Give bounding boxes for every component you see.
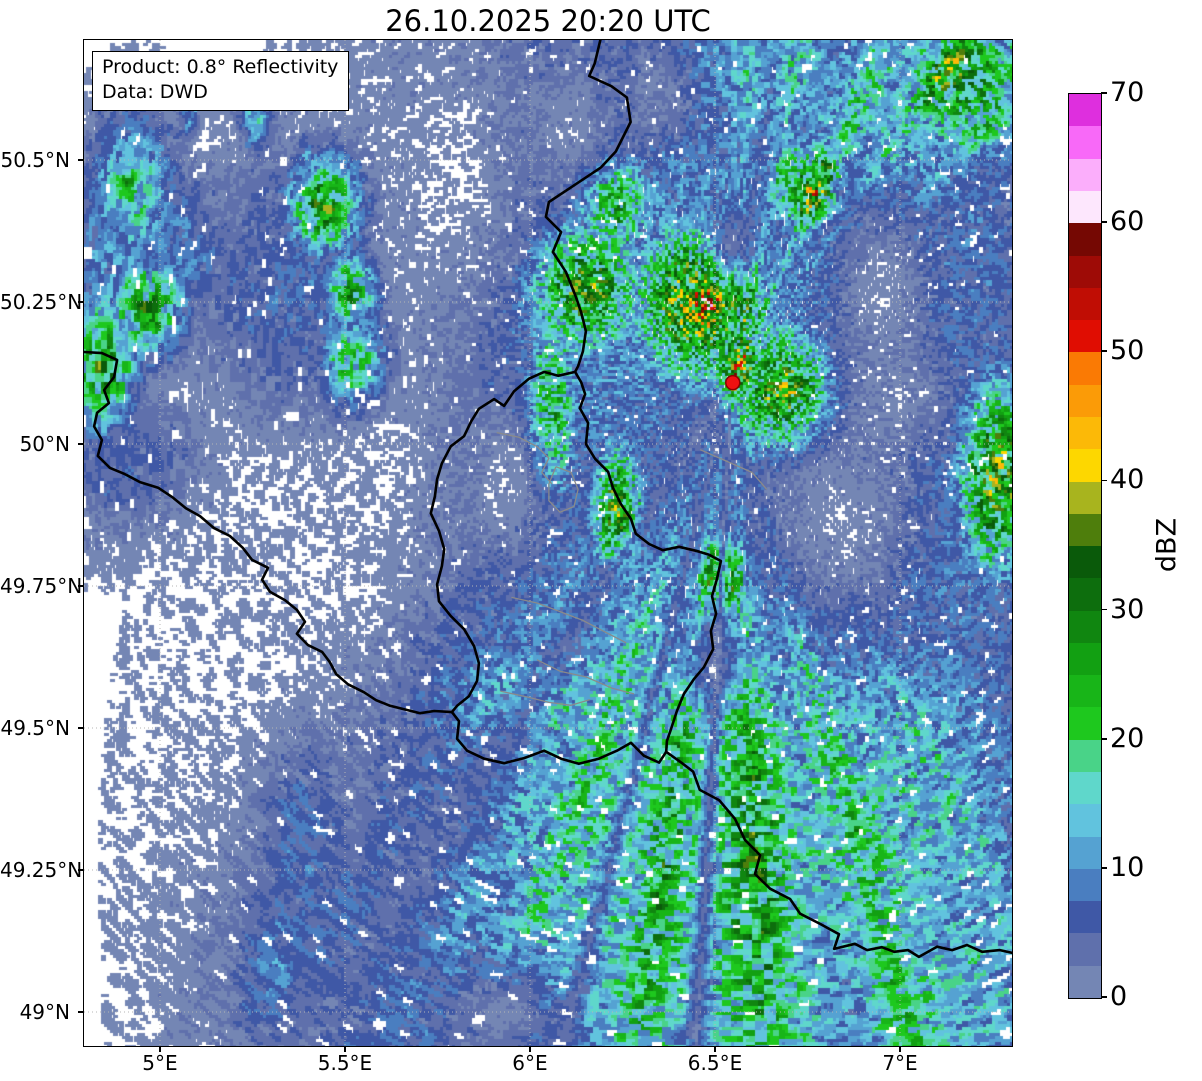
colorbar-segment [1069, 739, 1101, 773]
x-tick-label: 6.5°E [687, 1051, 743, 1075]
y-tick-mark [78, 585, 84, 587]
colorbar-tick-label: 70 [1110, 77, 1145, 108]
district-border [548, 466, 579, 513]
y-tick-label: 49.5°N [0, 715, 71, 740]
colorbar-segment [1069, 94, 1101, 127]
colorbar-segment [1069, 223, 1101, 256]
district-border [511, 596, 627, 644]
colorbar-segment [1069, 933, 1101, 966]
colorbar-tick-mark [1101, 867, 1107, 869]
colorbar-segment [1069, 190, 1101, 224]
colorbar-segment [1069, 642, 1101, 676]
y-tick-mark [78, 869, 84, 871]
district-border [496, 431, 553, 485]
colorbar-segment [1069, 416, 1101, 450]
colorbar-segment [1069, 352, 1101, 385]
colorbar-segment [1069, 320, 1101, 353]
colorbar-tick-mark [1101, 479, 1107, 482]
country-border [544, 40, 632, 374]
x-tick-label: 7°E [882, 1051, 918, 1075]
colorbar-segment [1069, 513, 1101, 547]
colorbar-tick-label: 50 [1110, 335, 1145, 367]
y-tick-label: 49.25°N [0, 857, 83, 882]
district-border [699, 449, 768, 490]
x-tick-mark [159, 1046, 161, 1052]
y-tick-mark [78, 1011, 84, 1013]
colorbar-tick-label: 10 [1110, 851, 1145, 883]
colorbar-tick-mark [1101, 608, 1107, 611]
colorbar-segment [1069, 481, 1101, 514]
figure-title: 26.10.2025 20:20 UTC [385, 4, 711, 38]
colorbar-tick-mark [1101, 92, 1107, 94]
y-tick-label: 50.5°N [0, 148, 71, 172]
colorbar-tick-label: 0 [1110, 981, 1128, 1012]
colorbar-segment [1069, 772, 1101, 805]
country-border [664, 750, 1012, 959]
colorbar-tick-label: 20 [1110, 722, 1145, 754]
country-border [429, 370, 577, 714]
colorbar-tick-label: 60 [1110, 206, 1145, 238]
colorbar-segment [1069, 255, 1101, 288]
colorbar-segment [1069, 901, 1101, 934]
country-border [84, 350, 454, 715]
x-tick-mark [529, 1046, 531, 1052]
colorbar-tick-mark [1101, 350, 1107, 353]
x-tick-label: 5°E [142, 1051, 178, 1075]
colorbar-segment [1069, 578, 1101, 611]
y-tick-mark [78, 159, 84, 161]
map-overlay [84, 40, 1012, 1046]
data-source-line: Data: DWD [102, 81, 208, 103]
colorbar-segment [1069, 707, 1101, 740]
colorbar-tick-mark [1101, 737, 1107, 740]
radar-site-marker [725, 374, 741, 391]
y-tick-mark [78, 443, 84, 445]
colorbar-tick-mark [1101, 221, 1107, 223]
colorbar-segment [1069, 126, 1101, 159]
colorbar-segment [1069, 965, 1101, 998]
colorbar-tick-label: 30 [1110, 593, 1145, 625]
district-border [536, 659, 635, 695]
colorbar-segment [1069, 868, 1101, 902]
colorbar-segment [1069, 804, 1101, 837]
y-tick-mark [78, 727, 84, 729]
country-border [573, 370, 723, 754]
map-plot: Product: 0.8° Reflectivity Data: DWD [83, 39, 1013, 1047]
y-tick-label: 49.75°N [0, 573, 83, 598]
colorbar-tick-mark [1101, 996, 1107, 998]
product-line: Product: 0.8° Reflectivity [102, 56, 339, 78]
y-tick-label: 50°N [19, 432, 70, 456]
colorbar [1068, 93, 1102, 999]
colorbar-tick-label: 40 [1110, 464, 1145, 496]
colorbar-segment [1069, 158, 1101, 191]
product-info-box: Product: 0.8° Reflectivity Data: DWD [92, 51, 350, 111]
country-border [450, 710, 668, 766]
x-tick-mark [714, 1046, 716, 1052]
district-border [500, 690, 591, 706]
colorbar-segment [1069, 610, 1101, 643]
colorbar-segment [1069, 287, 1101, 321]
colorbar-label: dBZ [1151, 517, 1183, 573]
y-tick-label: 49°N [19, 999, 70, 1024]
x-tick-label: 6°E [512, 1051, 548, 1075]
colorbar-segment [1069, 836, 1101, 869]
colorbar-segment [1069, 384, 1101, 417]
y-tick-label: 50.25°N [0, 290, 83, 314]
x-tick-mark [344, 1046, 346, 1052]
x-tick-mark [899, 1046, 901, 1052]
x-tick-label: 5.5°E [317, 1051, 373, 1075]
colorbar-segment [1069, 449, 1101, 482]
colorbar-segment [1069, 546, 1101, 579]
colorbar-segment [1069, 675, 1101, 708]
y-tick-mark [78, 301, 84, 303]
